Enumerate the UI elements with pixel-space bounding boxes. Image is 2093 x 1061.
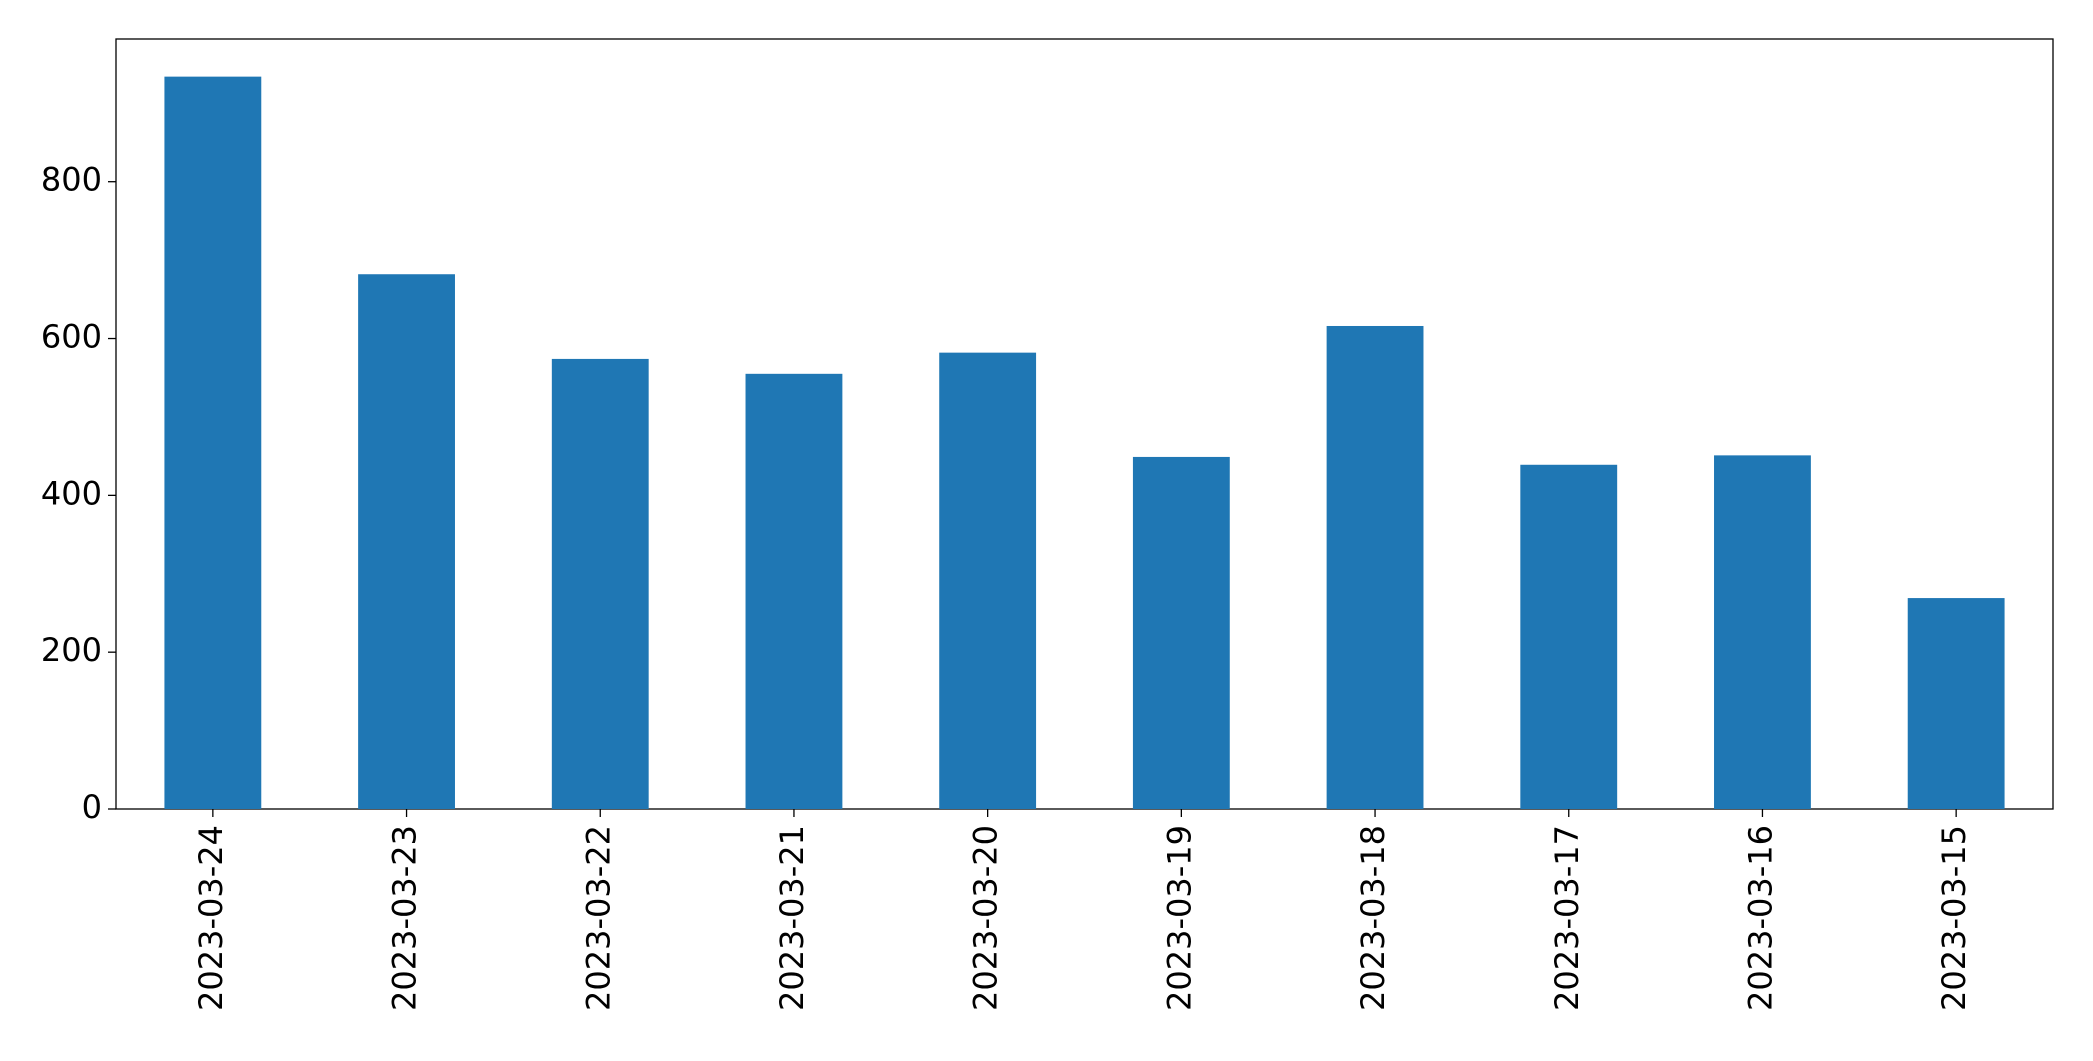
bar <box>1520 464 1618 809</box>
y-tick-label: 600 <box>41 318 102 356</box>
plot-frame <box>115 38 2054 810</box>
x-tick-label: 2023-03-20 <box>967 825 1005 1011</box>
bar <box>358 274 455 809</box>
y-tick-label: 800 <box>41 161 102 199</box>
y-tick-label: 200 <box>41 631 102 669</box>
bar <box>164 76 262 810</box>
x-tick-label: 2023-03-19 <box>1160 825 1198 1011</box>
x-tick-label: 2023-03-23 <box>386 825 424 1011</box>
bar <box>1132 456 1230 809</box>
y-tick-label: 0 <box>82 788 102 826</box>
bar <box>939 352 1037 809</box>
x-tick-label: 2023-03-18 <box>1354 825 1392 1011</box>
bar <box>1714 455 1811 809</box>
bar <box>551 358 649 809</box>
x-tick-label: 2023-03-17 <box>1548 825 1586 1011</box>
x-tick-label: 2023-03-21 <box>773 825 811 1011</box>
bar <box>745 373 843 809</box>
y-tick-label: 400 <box>41 474 102 512</box>
x-tick-label: 2023-03-16 <box>1741 825 1779 1011</box>
bar <box>1907 598 2005 809</box>
x-tick-label: 2023-03-24 <box>192 825 230 1011</box>
bar <box>1326 325 1424 809</box>
x-tick-label: 2023-03-15 <box>1935 825 1973 1011</box>
x-tick-label: 2023-03-22 <box>579 825 617 1011</box>
